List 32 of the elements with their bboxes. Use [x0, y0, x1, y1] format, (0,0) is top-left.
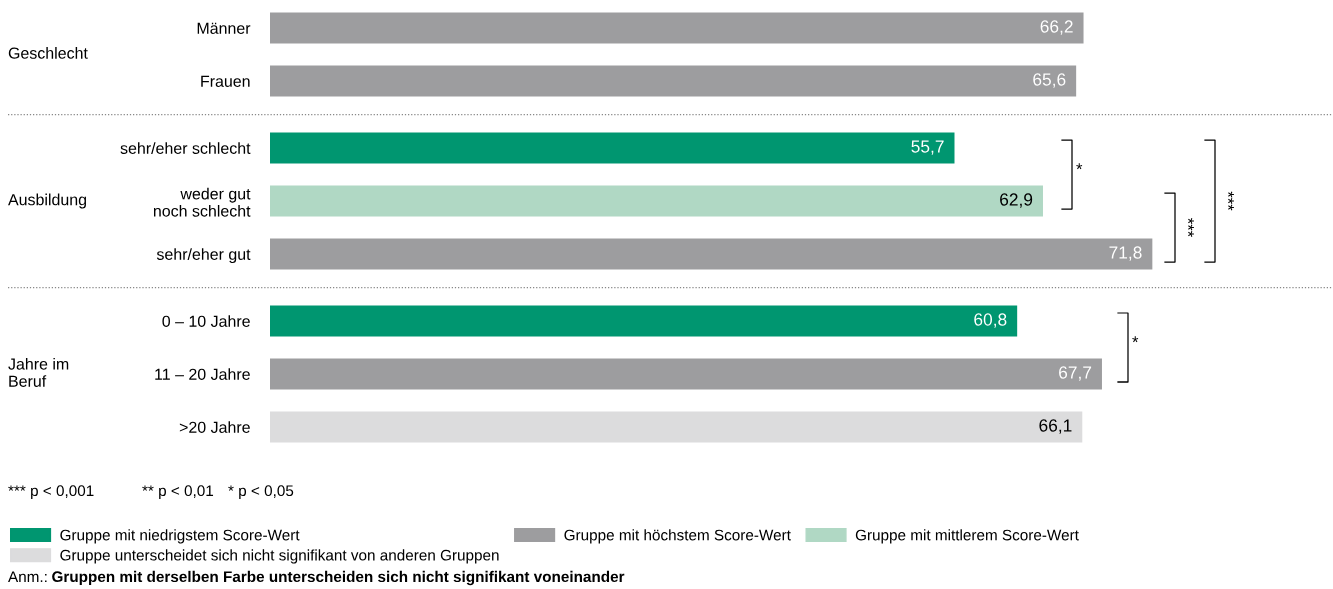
text: * p < 0,05 — [228, 485, 294, 500]
y-tick-label: 11 – 20 Jahre — [155, 368, 250, 380]
y-tick-label: Männer — [197, 22, 251, 34]
legend-label: Gruppe mit höchstem Score-Wert — [564, 529, 791, 544]
legend-label: Gruppe mit niedrigstem Score-Wert — [60, 529, 300, 544]
y-tick-label: weder gut noch schlecht — [153, 187, 251, 217]
text: Anm.: — [8, 571, 47, 582]
text: ** p < 0,01 — [142, 485, 214, 500]
data-label: 55,7 — [911, 140, 944, 155]
text: Ausbildung — [8, 193, 87, 209]
data-label: 62,9 — [1000, 193, 1033, 208]
annotation: * — [1076, 163, 1083, 170]
data-label: 67,7 — [1059, 366, 1092, 381]
data-label: 66,1 — [1039, 419, 1072, 434]
text: Geschlecht — [8, 47, 88, 59]
annotation: *** — [1228, 191, 1234, 211]
y-tick-label: Frauen — [201, 75, 250, 87]
legend-label: Gruppe unterscheidet sich nicht signifikant von anderen Gruppen — [60, 549, 499, 564]
data-label: 60,8 — [974, 313, 1007, 328]
text: Jahre im Beruf — [8, 357, 69, 387]
annotation: * — [1132, 336, 1139, 343]
data-label: 71,8 — [1109, 246, 1142, 261]
y-tick-label: sehr/eher gut — [156, 248, 251, 264]
y-tick-label: >20 Jahre — [179, 421, 250, 433]
legend-label: Gruppe mit mittlerem Score-Wert — [855, 529, 1079, 544]
data-label: 65,6 — [1033, 73, 1066, 88]
y-tick-label: sehr/eher schlecht — [120, 142, 251, 154]
text: *** p < 0,001 — [8, 485, 94, 500]
data-label: 66,2 — [1040, 20, 1073, 35]
annotation: *** — [1188, 218, 1194, 237]
y-tick-label: 0 – 10 Jahre — [162, 315, 250, 327]
text: Gruppen mit derselben Farbe unterscheiden sich nicht signifikant voneinander — [52, 570, 625, 586]
